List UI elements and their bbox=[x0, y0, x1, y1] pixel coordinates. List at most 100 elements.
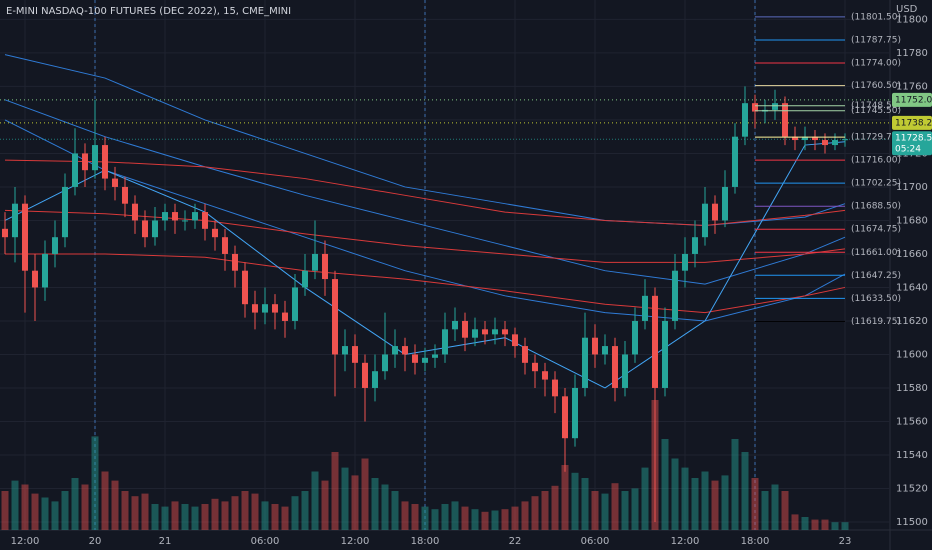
x-tick-label: 21 bbox=[159, 536, 172, 547]
x-tick-label: 18:00 bbox=[411, 536, 440, 547]
x-tick-label: 06:00 bbox=[251, 536, 280, 547]
candle-body bbox=[622, 354, 628, 388]
candle-body bbox=[542, 371, 548, 380]
volume-bar bbox=[441, 504, 449, 530]
volume-bar bbox=[381, 484, 389, 530]
y-tick-label: 11700 bbox=[896, 182, 928, 193]
candle-body bbox=[692, 237, 698, 254]
candle-body bbox=[252, 304, 258, 313]
volume-bar bbox=[591, 491, 599, 530]
volume-bar bbox=[91, 436, 99, 530]
y-tick-label: 11520 bbox=[896, 483, 928, 494]
volume-bar bbox=[471, 509, 479, 530]
candle-body bbox=[192, 212, 198, 221]
candle-body bbox=[62, 186, 68, 238]
candle-body bbox=[842, 139, 848, 141]
volume-bar bbox=[251, 493, 259, 530]
volume-bar bbox=[731, 439, 739, 530]
candle-body bbox=[792, 136, 798, 141]
volume-bar bbox=[71, 478, 79, 530]
y-tick-label: 11620 bbox=[896, 316, 928, 327]
volume-bar bbox=[151, 504, 159, 530]
candle-body bbox=[152, 220, 158, 238]
x-tick-label: 18:00 bbox=[741, 536, 770, 547]
volume-bar bbox=[241, 491, 249, 530]
candle-body bbox=[612, 346, 618, 388]
y-tick-label: 11640 bbox=[896, 282, 928, 293]
volume-bar bbox=[361, 458, 369, 530]
y-tick-label: 11600 bbox=[896, 349, 928, 360]
volume-bar bbox=[111, 480, 119, 530]
candle-body bbox=[462, 320, 468, 338]
volume-bar bbox=[321, 480, 329, 530]
volume-bar bbox=[711, 480, 719, 530]
volume-bar bbox=[51, 501, 59, 530]
price-badge bbox=[892, 115, 932, 130]
volume-bar bbox=[631, 488, 639, 530]
candle-body bbox=[172, 212, 178, 221]
candle-body bbox=[212, 228, 218, 238]
volume-bar bbox=[751, 478, 759, 530]
price-badge-label: 11752.00 bbox=[895, 95, 932, 105]
y-tick-label: 11800 bbox=[896, 14, 928, 25]
volume-bar bbox=[21, 484, 29, 530]
candle-body bbox=[632, 320, 638, 355]
candle-body bbox=[832, 140, 838, 146]
volume-bar bbox=[761, 491, 769, 530]
volume-bar bbox=[231, 496, 239, 530]
candle-body bbox=[102, 145, 108, 179]
volume-bar bbox=[481, 511, 489, 530]
volume-bar bbox=[31, 493, 39, 530]
volume-bar bbox=[1, 491, 9, 530]
candle-body bbox=[72, 153, 78, 187]
volume-bar bbox=[581, 478, 589, 530]
volume-bar bbox=[451, 501, 459, 530]
candle-body bbox=[702, 203, 708, 238]
volume-bar bbox=[141, 493, 149, 530]
candle-body bbox=[372, 371, 378, 388]
price-badge-label: 11738.25 bbox=[895, 118, 932, 128]
level-label: (11716.00) bbox=[851, 156, 901, 166]
volume-bar bbox=[741, 452, 749, 530]
chart-title: E-MINI NASDAQ-100 FUTURES (DEC 2022), 15… bbox=[6, 6, 291, 17]
candle-body bbox=[112, 178, 118, 187]
volume-bar bbox=[551, 485, 559, 530]
y-tick-label: 11780 bbox=[896, 48, 928, 59]
candle-body bbox=[332, 279, 338, 355]
candle-body bbox=[722, 186, 728, 221]
candle-body bbox=[242, 270, 248, 305]
x-tick-label: 12:00 bbox=[671, 536, 700, 547]
y-tick-label: 11540 bbox=[896, 450, 928, 461]
candle-body bbox=[672, 270, 678, 321]
level-label: (11619.75) bbox=[851, 317, 901, 327]
candle-body bbox=[572, 387, 578, 439]
volume-bar bbox=[391, 491, 399, 530]
last-price-label: 11728.50 bbox=[895, 134, 932, 144]
candle-body bbox=[392, 346, 398, 355]
level-label: (11633.50) bbox=[851, 294, 901, 304]
moving-average bbox=[4, 159, 846, 226]
level-label: (11774.00) bbox=[851, 58, 901, 68]
candle-body bbox=[2, 228, 8, 238]
candle-body bbox=[232, 253, 238, 271]
level-label: (11702.25) bbox=[851, 179, 901, 189]
candle-body bbox=[582, 337, 588, 388]
volume-bar bbox=[411, 504, 419, 530]
candle-body bbox=[642, 295, 648, 321]
candle-body bbox=[502, 329, 508, 335]
candle-body bbox=[772, 103, 778, 110]
volume-bar bbox=[791, 514, 799, 530]
candle-body bbox=[592, 337, 598, 355]
candle-body bbox=[422, 357, 428, 363]
volume-bar bbox=[531, 496, 539, 530]
candle-body bbox=[682, 253, 688, 271]
candle-body bbox=[82, 153, 88, 171]
y-tick-label: 11660 bbox=[896, 249, 928, 260]
candle-body bbox=[492, 329, 498, 335]
level-label: (11729.75) bbox=[851, 133, 901, 143]
candle-body bbox=[552, 379, 558, 397]
volume-bar bbox=[501, 509, 509, 530]
last-price-badge bbox=[892, 131, 932, 156]
volume-bar bbox=[161, 506, 169, 530]
volume-bar bbox=[211, 498, 219, 530]
